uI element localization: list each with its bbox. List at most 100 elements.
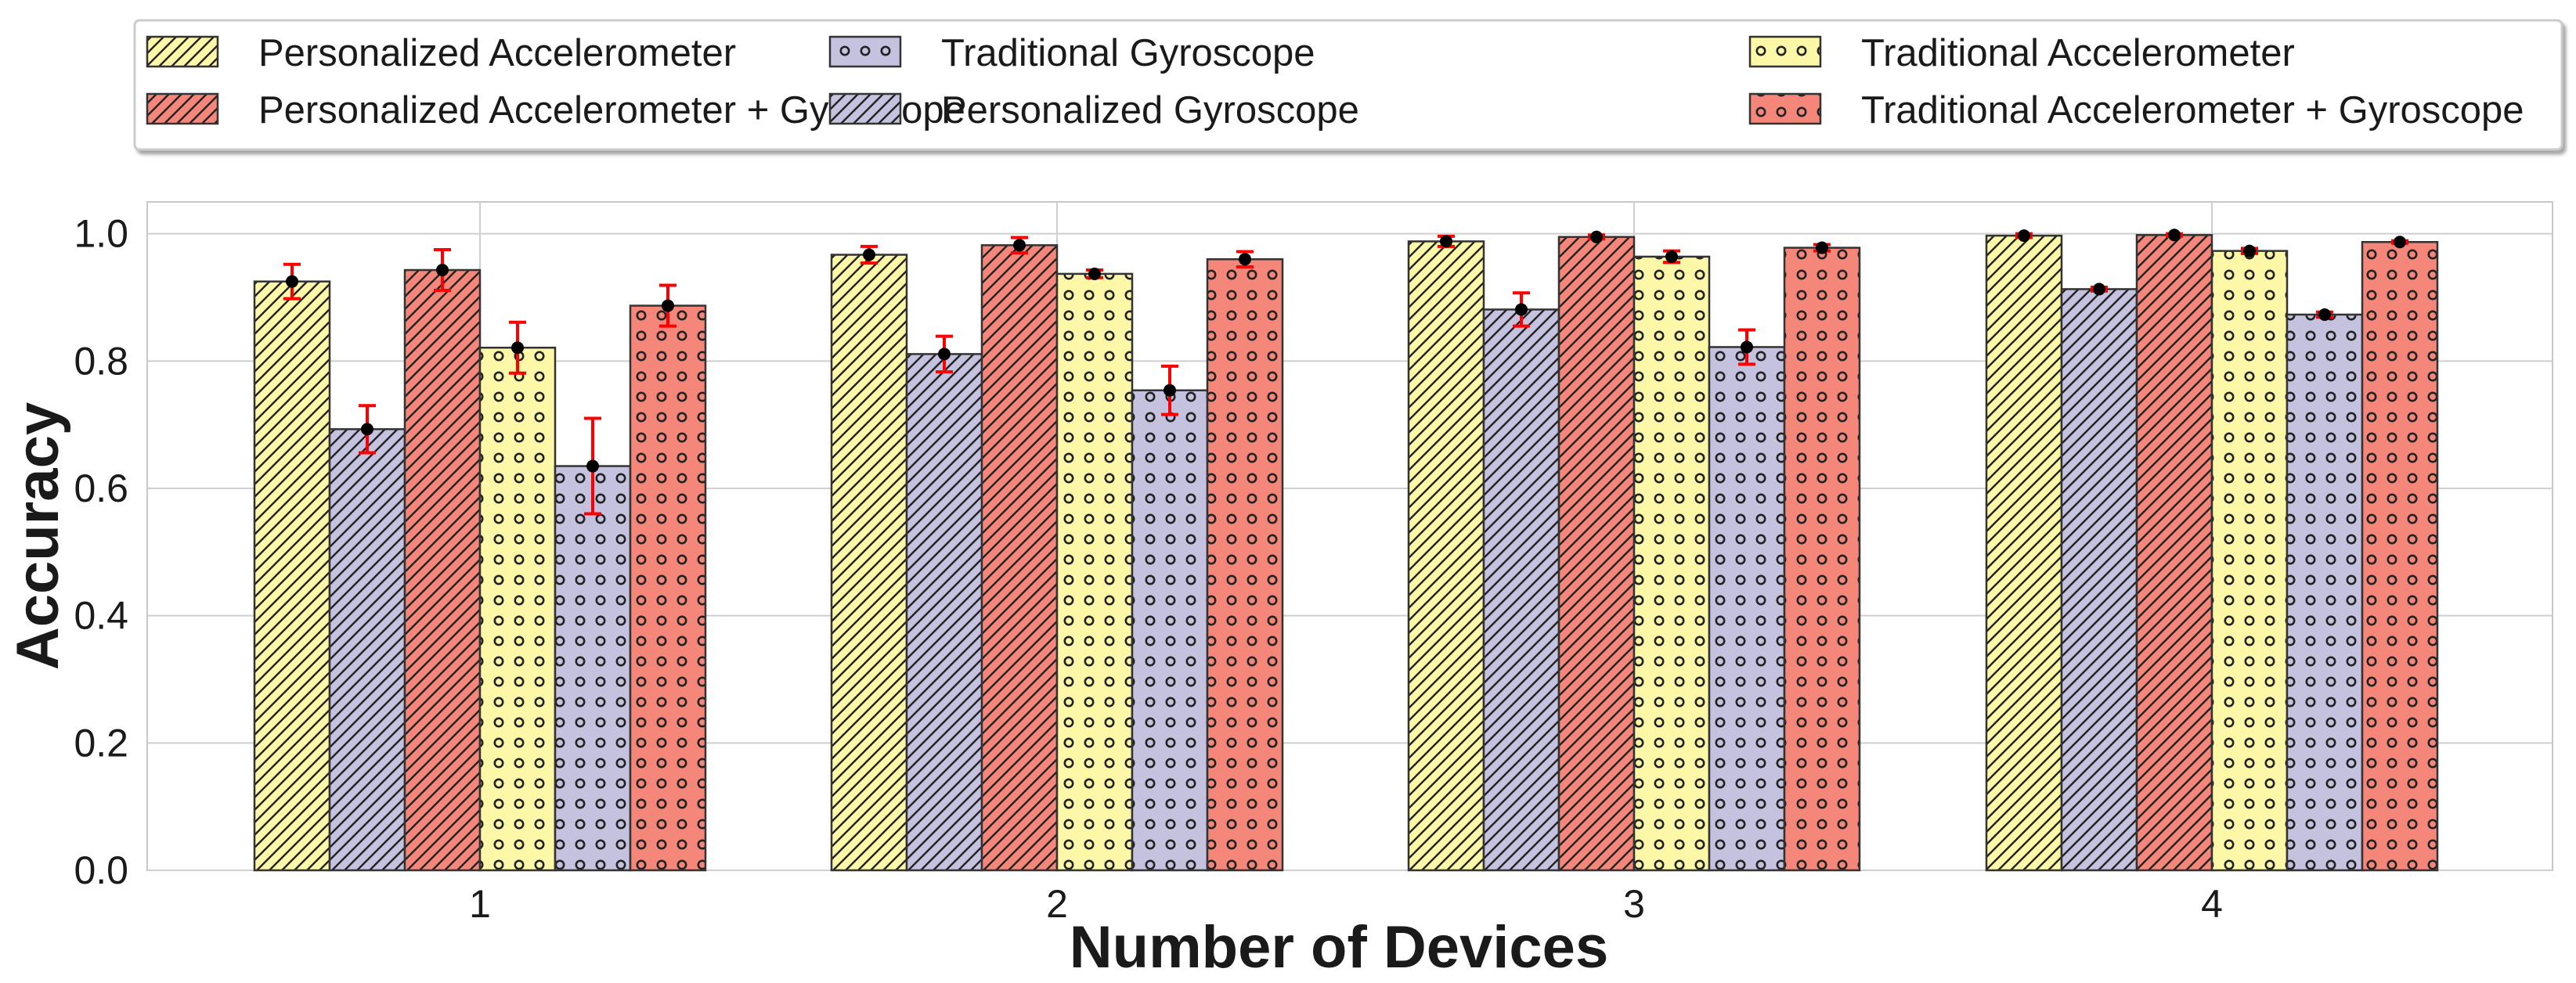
error-bar — [434, 248, 451, 293]
legend-frame — [133, 19, 2563, 151]
mean-marker — [361, 423, 373, 436]
x-axis-ticks: 1 2 3 4 — [469, 882, 2223, 926]
bar — [1131, 389, 1209, 872]
legend-swatch — [1748, 92, 1822, 125]
y-tick-label: 0.6 — [74, 466, 128, 510]
legend-item: Traditional Accelerometer — [1748, 32, 2295, 74]
legend-swatch — [146, 35, 219, 68]
legend-label: Traditional Accelerometer — [1861, 32, 2295, 74]
error-bar — [1438, 234, 1455, 248]
bar — [1482, 308, 1560, 872]
bar — [2361, 240, 2439, 872]
legend-item: Personalized Gyroscope — [828, 89, 1359, 131]
y-tick-label: 0.4 — [74, 594, 128, 638]
error-bar — [2015, 229, 2033, 243]
bar — [2060, 288, 2138, 872]
mean-marker — [511, 341, 524, 355]
bar — [830, 254, 908, 872]
error-bar — [659, 283, 676, 328]
bar — [1783, 247, 1861, 872]
error-bar — [584, 416, 601, 516]
error-bar — [2391, 236, 2408, 249]
legend-label: Traditional Gyroscope — [941, 32, 1315, 74]
mean-marker — [286, 275, 298, 288]
bar — [1407, 240, 1485, 872]
bars — [253, 234, 2439, 872]
error-bar — [1011, 236, 1028, 255]
error-bar — [860, 244, 878, 265]
legend-swatch — [828, 92, 902, 125]
legend-item: Traditional Gyroscope — [828, 32, 1315, 74]
error-bar — [2241, 244, 2258, 257]
bar — [1708, 346, 1786, 872]
bar — [629, 304, 707, 872]
mean-marker — [1239, 253, 1251, 266]
legend-label: Personalized Gyroscope — [941, 89, 1359, 131]
x-tick-label: 1 — [469, 882, 491, 926]
error-bar — [1086, 267, 1103, 280]
bar — [2135, 234, 2213, 872]
error-bar — [1813, 241, 1831, 254]
bar — [980, 244, 1059, 872]
bar — [1557, 236, 1636, 872]
mean-marker — [1665, 250, 1678, 263]
mean-marker — [1515, 303, 1528, 316]
error-bar — [1663, 249, 1680, 265]
mean-marker — [2318, 308, 2331, 321]
legend-item: Traditional Accelerometer + Gyroscope — [1748, 89, 2524, 131]
legend-swatch — [1748, 35, 1822, 68]
y-axis-ticks: 0.0 0.2 0.4 0.6 0.8 1.0 — [74, 212, 128, 892]
x-tick-label: 3 — [1623, 882, 1645, 926]
error-bar — [509, 320, 526, 375]
bar — [905, 353, 983, 872]
error-bar — [1513, 291, 1530, 328]
legend-label: Personalized Accelerometer — [258, 32, 736, 74]
bar — [554, 465, 632, 872]
mean-marker — [436, 264, 449, 277]
bar — [328, 428, 406, 872]
mean-marker — [1816, 241, 1828, 254]
error-bar — [283, 262, 301, 301]
error-bar — [1236, 250, 1254, 268]
y-tick-label: 1.0 — [74, 212, 128, 256]
mean-marker — [2018, 229, 2030, 243]
bar — [2210, 250, 2289, 872]
mean-marker — [1088, 267, 1101, 280]
bar — [253, 280, 331, 872]
x-tick-label: 4 — [2201, 882, 2223, 926]
legend-label: Traditional Accelerometer + Gyroscope — [1861, 89, 2524, 131]
bar — [1985, 234, 2063, 872]
mean-marker — [2093, 283, 2105, 296]
legend-swatch — [146, 92, 219, 125]
bar — [2286, 313, 2364, 872]
error-bar — [936, 334, 953, 374]
error-bar — [2091, 283, 2108, 296]
y-tick-label: 0.2 — [74, 721, 128, 765]
mean-marker — [2243, 244, 2256, 257]
mean-marker — [662, 299, 674, 312]
mean-marker — [1013, 239, 1026, 252]
bar — [1206, 257, 1284, 872]
x-tick-label: 2 — [1046, 882, 1068, 926]
mean-marker — [2394, 236, 2406, 249]
bar — [478, 347, 557, 872]
bar — [403, 268, 482, 872]
bar — [1633, 255, 1711, 872]
mean-marker — [1440, 235, 1452, 248]
error-bar — [2316, 308, 2333, 321]
legend-item: Personalized Accelerometer — [146, 32, 736, 74]
error-bar — [2166, 229, 2183, 242]
mean-marker — [1590, 230, 1603, 243]
y-tick-label: 0.0 — [74, 848, 128, 892]
mean-marker — [863, 248, 875, 261]
mean-marker — [586, 459, 599, 473]
bar — [1055, 272, 1134, 872]
error-bar — [359, 404, 376, 455]
legend-swatch — [828, 35, 902, 68]
y-tick-label: 0.8 — [74, 339, 128, 383]
error-bar — [1738, 328, 1755, 366]
mean-marker — [1164, 383, 1176, 397]
